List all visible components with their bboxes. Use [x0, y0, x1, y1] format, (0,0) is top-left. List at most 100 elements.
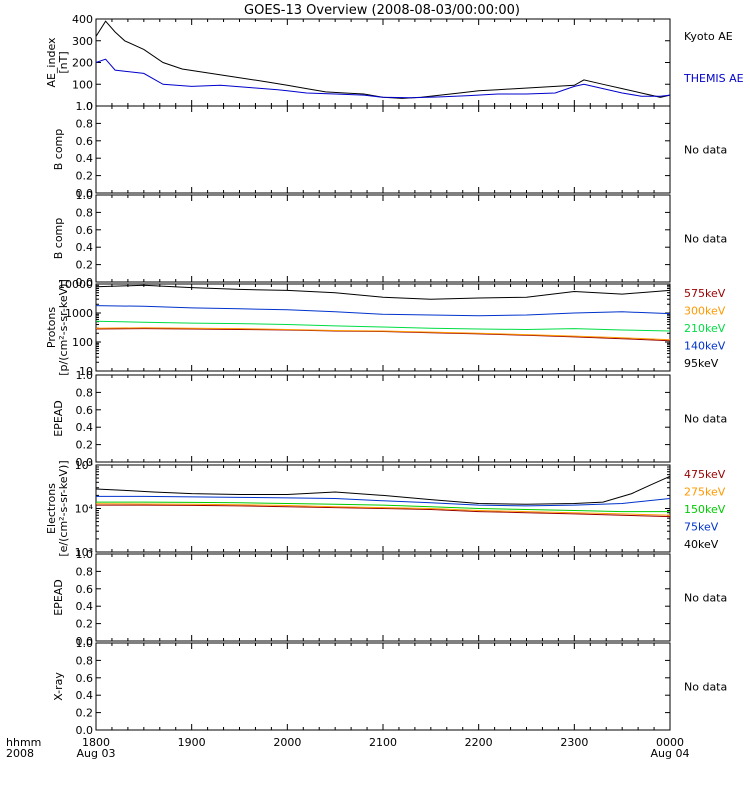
y-axis-title: B comp: [52, 218, 65, 260]
y-tick-label: 0.0: [76, 276, 94, 289]
legend-75keV: 75keV: [684, 521, 719, 534]
y-tick-label: 0.6: [76, 224, 94, 237]
panel-6: 10³ 10⁴ 10⁵ Electrons [e/(cm²-s-sr-keV)] 475k…: [45, 459, 726, 559]
y-tick-label: 0: [86, 100, 93, 113]
y-axis-title: [nT]: [57, 51, 70, 73]
y-axis-title: Electrons: [45, 483, 58, 534]
y-tick-label: 0.8: [76, 117, 94, 130]
y-tick-label: 1.0: [76, 100, 94, 113]
y-axis-title: X-ray: [52, 672, 65, 701]
y-tick-label: 1.0: [76, 548, 94, 561]
corner-label-hhmm: hhmm: [6, 736, 41, 749]
figure-title: GOES-13 Overview (2008-08-03/00:00:00): [244, 3, 520, 18]
series-line-95kev: [95, 284, 671, 300]
y-tick-label: 1.0: [76, 189, 94, 202]
x-tick-label: 1800: [82, 736, 110, 749]
y-tick-label: 0.4: [76, 600, 94, 613]
y-axis-title: Protons: [45, 307, 58, 348]
y-axis-title: AE_index: [45, 37, 58, 88]
y-tick-label: 0.6: [76, 135, 94, 148]
y-axis-title: EPEAD: [52, 400, 65, 437]
x-tick-label: 2300: [560, 736, 588, 749]
y-tick-label: 0.2: [76, 259, 94, 272]
series-line-575kev: [95, 328, 671, 342]
series-line-150kev: [96, 501, 670, 513]
series-line-themis-ae: [95, 58, 671, 99]
x-tick-label: 2000: [273, 736, 301, 749]
series-line-40kev: [95, 475, 671, 505]
y-tick-label: 0.4: [76, 421, 94, 434]
x-date-label: Aug 04: [651, 747, 690, 760]
panel-frame: [95, 642, 671, 731]
series-line-300kev: [95, 327, 671, 341]
y-tick-label: 10⁵: [75, 459, 93, 472]
legend-140keV: 140keV: [684, 340, 726, 353]
legend-themis-ae: THEMIS AE: [683, 72, 744, 85]
series-line-210kev: [95, 320, 671, 332]
y-tick-label: 0.8: [76, 206, 94, 219]
y-tick-label: 400: [72, 13, 93, 26]
panel-4: 10 100 1000 10000 Protons [p/(cm²-s-sr-keV)] 5…: [45, 278, 726, 378]
x-tick-label: 2200: [465, 736, 493, 749]
y-tick-label: 0.2: [76, 618, 94, 631]
legend-150keV: 150keV: [684, 503, 726, 516]
y-axis-title: [p/(cm²-s-sr-keV)]: [57, 279, 70, 376]
y-tick-label: 10³: [75, 546, 93, 559]
y-tick-label: 0.2: [76, 170, 94, 183]
y-tick-label: 0.6: [76, 404, 94, 417]
y-tick-label: 0.2: [76, 439, 94, 452]
y-tick-label: 0.8: [76, 654, 94, 667]
y-tick-label: 0.8: [76, 565, 94, 578]
series-line-275kev: [95, 503, 671, 516]
series-line-140kev: [95, 305, 671, 317]
no-data-label: No data: [684, 413, 727, 426]
y-tick-label: 0.0: [76, 724, 94, 737]
x-tick-label: 1900: [178, 736, 206, 749]
panel-5: 0.0 0.2 0.4 0.6 0.8 1.0 EPEAD No data: [52, 369, 727, 469]
series-line-75kev: [96, 495, 671, 507]
y-tick-label: 100: [72, 78, 93, 91]
y-tick-label: 0.4: [76, 241, 94, 254]
y-axis-title: [e/(cm²-s-sr-keV)]: [57, 460, 70, 556]
panel-1: 0 100 200 300 400 AE_index [nT] Kyoto AE THEMIS …: [45, 13, 744, 113]
legend-40keV: 40keV: [684, 538, 719, 551]
legend-275keV: 275keV: [684, 486, 726, 499]
x-date-label: Aug 03: [77, 747, 116, 760]
y-tick-label: 10⁴: [75, 503, 94, 516]
y-tick-label: 1.0: [76, 369, 94, 382]
y-tick-label: 0.0: [76, 187, 94, 200]
panel-8: 0.0 0.2 0.4 0.6 0.8 1.0 X-ray No data: [52, 637, 727, 737]
y-axis-title: EPEAD: [52, 579, 65, 616]
panel-frame: [95, 553, 671, 642]
y-tick-label: 1000: [65, 307, 93, 320]
series-line-475kev: [96, 504, 671, 518]
y-tick-label: 0.0: [76, 456, 94, 469]
x-tick-label: 2100: [369, 736, 397, 749]
y-tick-label: 300: [72, 35, 93, 48]
panels: 0 100 200 300 400 AE_index [nT] Kyoto AE THEMIS …: [45, 13, 744, 737]
no-data-label: No data: [684, 144, 727, 157]
panel-3: 0.0 0.2 0.4 0.6 0.8 1.0 B comp No data: [52, 189, 727, 289]
y-tick-label: 0.6: [76, 583, 94, 596]
y-tick-label: 10: [79, 365, 93, 378]
y-tick-label: 1.0: [76, 637, 94, 650]
y-tick-label: 0.8: [76, 386, 94, 399]
panel-frame: [95, 194, 671, 283]
series-line-kyoto-ae: [95, 20, 671, 99]
y-tick-label: 10000: [58, 278, 93, 291]
no-data-label: No data: [684, 592, 727, 605]
panel-frame: [95, 374, 671, 463]
panel-frame: [95, 105, 671, 194]
no-data-label: No data: [684, 233, 727, 246]
x-tick-label: 0000: [656, 736, 684, 749]
no-data-label: No data: [684, 681, 727, 694]
panel-frame: [95, 18, 671, 107]
legend-475keV: 475keV: [684, 468, 726, 481]
y-tick-label: 0.4: [76, 689, 94, 702]
legend-210keV: 210keV: [684, 322, 726, 335]
legend-95keV: 95keV: [684, 357, 719, 370]
y-tick-label: 0.2: [76, 707, 94, 720]
